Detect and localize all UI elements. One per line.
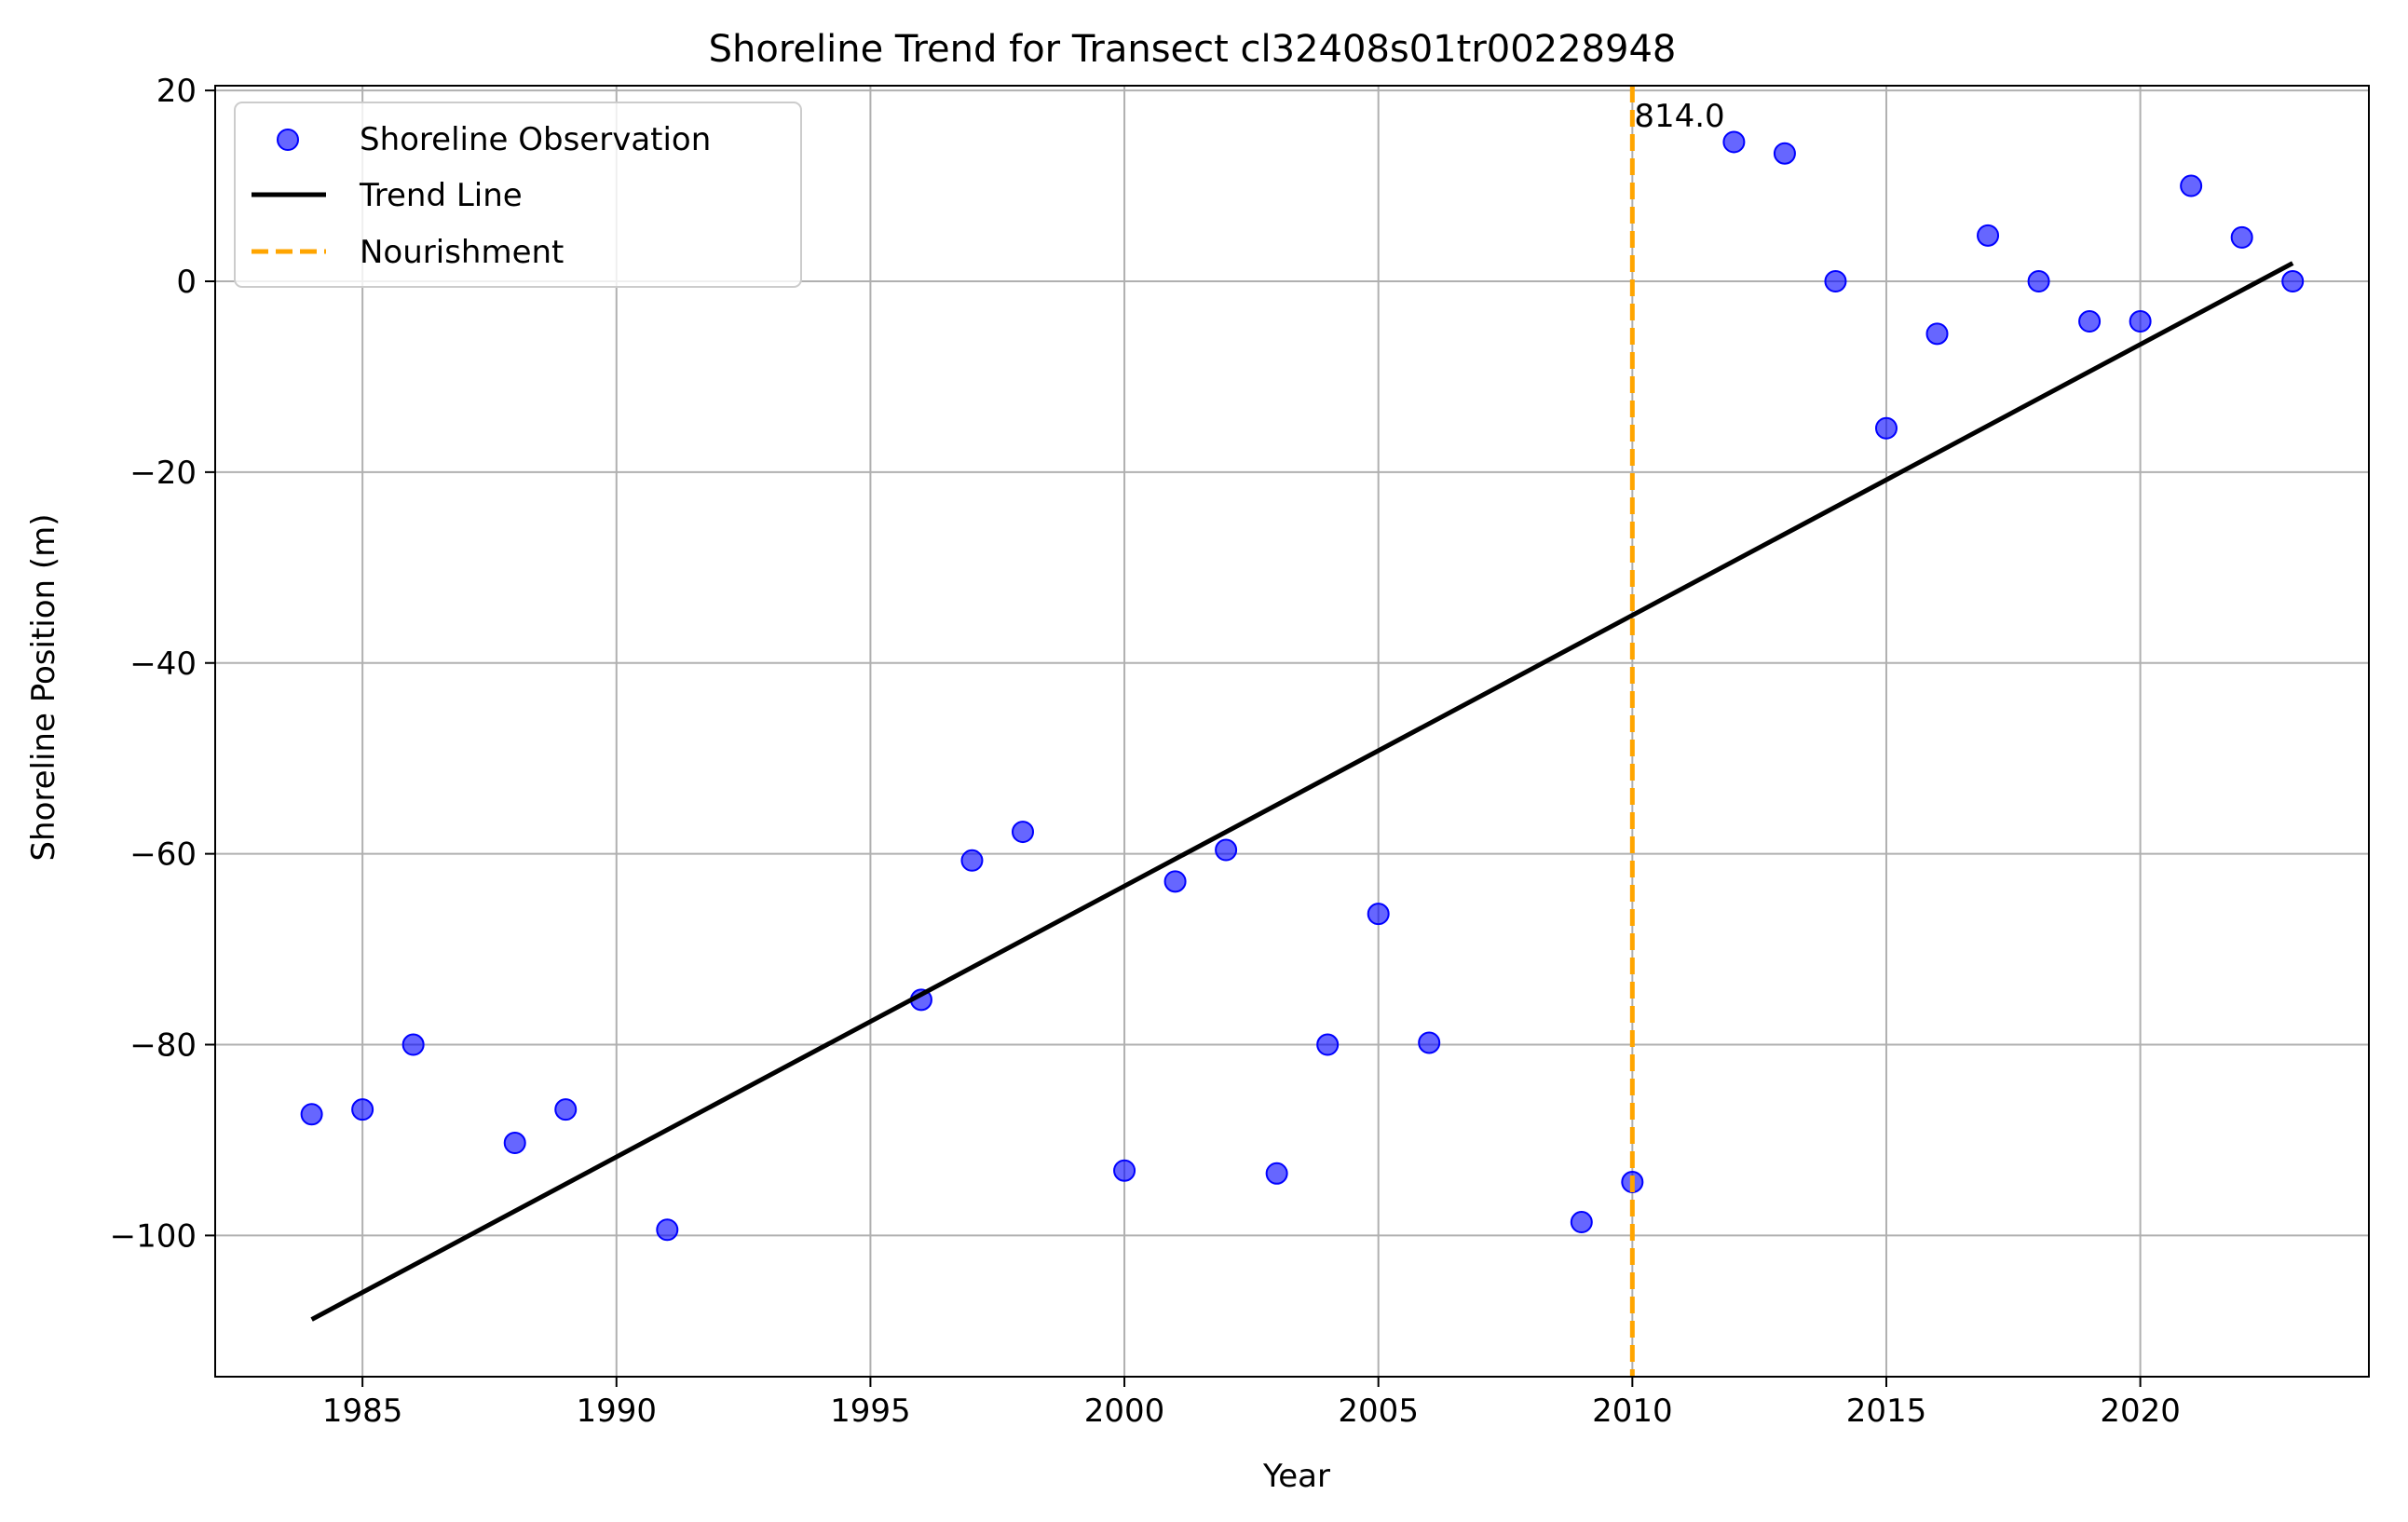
observation-point — [1874, 416, 1898, 440]
observation-point — [300, 1103, 323, 1126]
y-tick-label: 20 — [156, 73, 197, 110]
observation-point — [351, 1098, 374, 1121]
legend-label-nourishment: Nourishment — [360, 234, 564, 271]
observation-point — [554, 1098, 578, 1121]
axes-frame — [214, 85, 2370, 1378]
observation-point — [1012, 821, 1034, 844]
observation-point — [1215, 838, 1238, 862]
observation-point — [1418, 1031, 1441, 1054]
nourishment-annotation: 814.0 — [1634, 98, 1724, 135]
observation-point — [2129, 310, 2152, 333]
plot-area-series — [300, 86, 2305, 1377]
legend-label-observation: Shoreline Observation — [360, 121, 711, 158]
chart-title: Shoreline Trend for Transect cl32408s01t… — [709, 28, 1677, 71]
legend-box — [234, 102, 802, 288]
y-tick-label: −40 — [129, 645, 197, 683]
y-tick-label: −100 — [110, 1217, 197, 1255]
observation-point — [401, 1033, 425, 1056]
observation-point — [1316, 1033, 1340, 1056]
x-tick-label: 1985 — [322, 1393, 403, 1430]
y-axis-ticks: 20 0 −20 −40 −60 −80 −100 — [110, 73, 215, 1255]
legend-marker-observation — [277, 129, 299, 151]
y-tick-label: 0 — [176, 264, 197, 301]
x-tick-label: 2020 — [2100, 1393, 2181, 1430]
x-axis-ticks: 1985 1990 1995 2000 2005 2010 2015 2020 — [322, 1377, 2181, 1430]
observation-point — [1113, 1159, 1136, 1182]
legend: Shoreline Observation Trend Line Nourish… — [234, 102, 802, 288]
observation-point — [1163, 870, 1187, 893]
observation-point — [1925, 322, 1949, 346]
observation-point — [1570, 1211, 1593, 1234]
observation-point — [2281, 270, 2305, 292]
x-tick-label: 2015 — [1846, 1393, 1927, 1430]
observation-point — [2180, 174, 2203, 197]
x-tick-label: 2005 — [1338, 1393, 1419, 1430]
observation-point — [1824, 270, 1847, 292]
grid — [215, 86, 2369, 1377]
observation-point — [2078, 310, 2102, 333]
y-tick-label: −60 — [129, 836, 197, 874]
x-tick-label: 1995 — [830, 1393, 911, 1430]
observation-point — [1773, 142, 1796, 165]
legend-label-trend: Trend Line — [359, 177, 523, 214]
observation-point — [1265, 1162, 1288, 1185]
x-axis-label: Year — [1262, 1458, 1330, 1495]
observation-point — [1367, 903, 1390, 926]
observation-point — [960, 849, 984, 872]
observation-point — [656, 1218, 679, 1242]
observation-point — [2230, 225, 2253, 249]
y-tick-label: −80 — [129, 1027, 197, 1065]
y-tick-label: −20 — [129, 455, 197, 492]
observation-point — [1977, 224, 2000, 247]
x-tick-label: 1990 — [577, 1393, 658, 1430]
observation-point — [503, 1132, 526, 1155]
observation-point — [2027, 270, 2050, 292]
x-tick-label: 2000 — [1084, 1393, 1165, 1430]
x-tick-label: 2010 — [1592, 1393, 1673, 1430]
trend-line — [310, 261, 2294, 1322]
observation-point — [1722, 130, 1746, 154]
y-axis-label: Shoreline Position (m) — [25, 513, 62, 861]
annotations: 814.0 — [1634, 98, 1724, 135]
